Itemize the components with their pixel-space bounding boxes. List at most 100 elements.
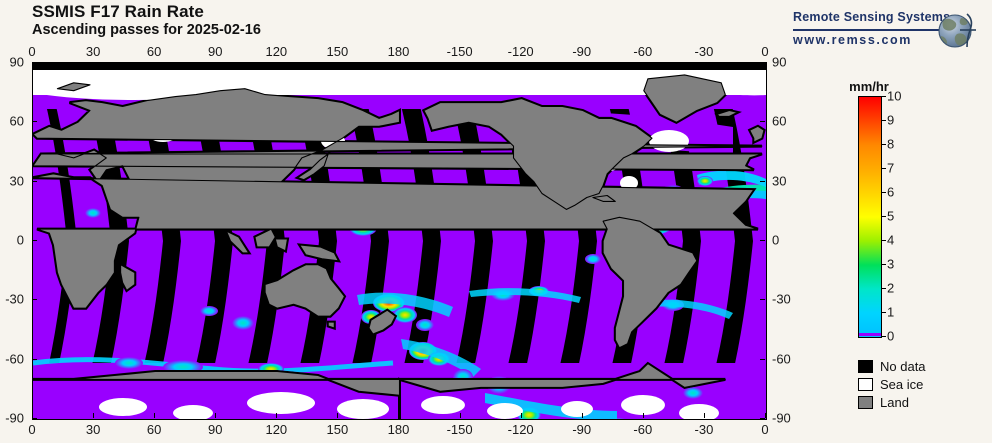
axis-tick-x (215, 413, 217, 418)
axis-tick-x (520, 413, 522, 418)
axis-tick-y (760, 299, 765, 301)
axis-tick-x (581, 62, 583, 67)
axis-tick-y (32, 240, 37, 241)
axis-tick-x (642, 413, 644, 418)
colorbar-tick (881, 96, 886, 97)
axis-label-x-bottom: -60 (633, 422, 653, 437)
legend-label: Land (880, 395, 909, 410)
axis-label-y-right: 30 (772, 173, 787, 189)
logo-website: www.remss.com (793, 33, 912, 47)
landmass-samerica (602, 216, 698, 349)
landmass-cuba (592, 194, 616, 202)
axis-tick-x (398, 413, 400, 418)
colorbar-tick-label: 1 (887, 304, 895, 320)
landmass-madagascar (120, 264, 136, 291)
landmass-svalbard (56, 82, 91, 92)
axis-label-x-bottom: -150 (446, 422, 473, 437)
landmass-sulawesi (274, 238, 289, 252)
axis-label-x-top: 150 (326, 44, 349, 59)
landmass-sumatra (225, 230, 250, 254)
landmass-namerica (423, 98, 653, 210)
axis-tick-x (459, 62, 461, 67)
axis-tick-x (642, 62, 644, 67)
axis-tick-x (337, 62, 339, 67)
axis-tick-x (520, 62, 522, 67)
colorbar-tick (881, 168, 886, 169)
axis-label-x-top: 0 (28, 44, 36, 59)
axis-tick-y (760, 418, 765, 419)
axis-label-x-bottom: 90 (208, 422, 223, 437)
colorbar-tick (881, 216, 886, 217)
colorbar-units-label: mm/hr (849, 79, 889, 94)
rain-rate-map[interactable] (33, 63, 766, 419)
axis-label-y-left: -30 (5, 291, 24, 307)
colorbar-tick-label: 0 (887, 328, 895, 344)
colorbar-tick (881, 240, 886, 241)
remss-logo[interactable]: Remote Sensing Systems www.remss.com (793, 8, 983, 54)
axis-label-x-bottom: 180 (387, 422, 410, 437)
axis-label-x-top: 90 (208, 44, 223, 59)
axis-label-x-bottom: -120 (507, 422, 534, 437)
axis-label-y-right: 60 (772, 113, 787, 129)
axis-label-x-top: -60 (633, 44, 653, 59)
colorbar-tick (881, 288, 886, 289)
axis-label-x-bottom: -30 (694, 422, 714, 437)
colorbar-tick-label: 2 (887, 280, 895, 296)
axis-tick-x (765, 62, 766, 67)
colorbar-tick (881, 192, 886, 193)
axis-label-y-left: 90 (9, 54, 24, 70)
landmass-greenland (643, 74, 726, 123)
axis-tick-x (154, 62, 156, 67)
legend-label: Sea ice (880, 377, 924, 392)
axis-label-x-top: 0 (761, 44, 769, 59)
legend-item: Land (858, 394, 978, 411)
colorbar[interactable] (858, 96, 882, 338)
landmass-japan (297, 153, 329, 181)
axis-label-x-bottom: 150 (326, 422, 349, 437)
axis-tick-x (337, 413, 339, 418)
axis-tick-x (93, 62, 95, 67)
axis-label-x-top: 60 (146, 44, 162, 59)
landmass-borneo (254, 228, 276, 248)
colorbar-tick (881, 336, 886, 337)
landmass-africa (33, 173, 759, 309)
axis-tick-x (703, 413, 705, 418)
axis-tick-x (459, 413, 461, 418)
axis-label-y-right: 0 (772, 232, 780, 248)
axis-tick-x (581, 413, 583, 418)
page-title: SSMIS F17 Rain Rate (32, 2, 204, 21)
axis-tick-x (215, 62, 217, 67)
axis-tick-y (760, 121, 765, 123)
axis-tick-y (32, 418, 37, 419)
axis-label-x-bottom: 120 (265, 422, 288, 437)
legend-swatch (858, 360, 873, 373)
legend-swatch (858, 396, 873, 409)
axis-tick-y (760, 240, 765, 241)
colorbar-tick-label: 9 (887, 112, 895, 128)
axis-label-x-top: 180 (387, 44, 410, 59)
axis-tick-y (32, 358, 37, 360)
colorbar-gradient (859, 97, 881, 337)
axis-tick-x (398, 62, 400, 67)
axis-label-y-right: -90 (772, 410, 791, 426)
axis-label-x-top: -150 (446, 44, 473, 59)
axis-label-y-right: 90 (772, 54, 787, 70)
axis-label-x-top: 120 (265, 44, 288, 59)
axis-tick-y (760, 358, 765, 360)
axis-label-y-right: -60 (772, 351, 791, 367)
axis-tick-x (32, 62, 33, 67)
landmass-britain (749, 125, 765, 143)
landmass-tasmania (327, 321, 335, 329)
map-plot-area[interactable] (32, 62, 767, 420)
axis-label-x-top: -90 (572, 44, 592, 59)
axis-tick-x (276, 413, 278, 418)
axis-tick-x (32, 413, 33, 418)
axis-label-y-right: -30 (772, 291, 791, 307)
landmass-newguinea (299, 244, 339, 262)
map-legend: No data Sea ice Land (858, 358, 978, 412)
colorbar-tick (881, 312, 886, 313)
colorbar-tick (881, 144, 886, 145)
axis-label-x-top: -120 (507, 44, 534, 59)
colorbar-tick-label: 3 (887, 256, 895, 272)
